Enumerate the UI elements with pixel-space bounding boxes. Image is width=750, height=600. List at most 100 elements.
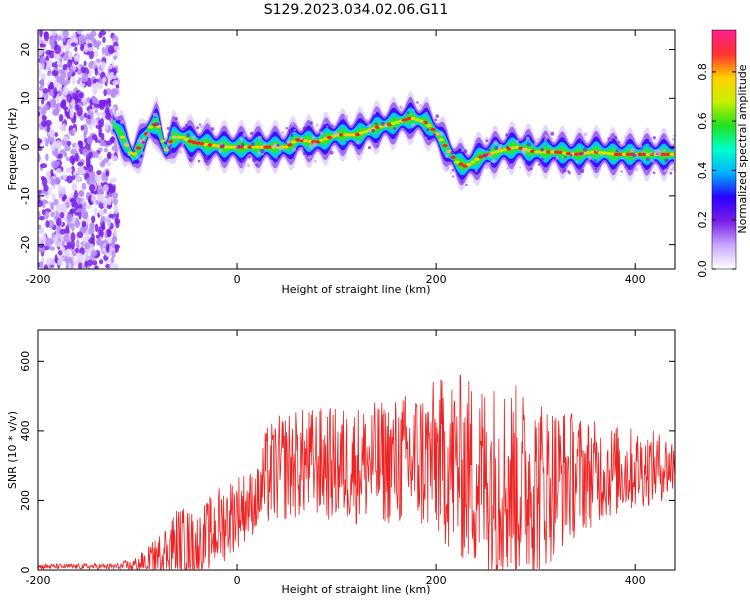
noise-speckle xyxy=(79,44,85,51)
track-speckle xyxy=(302,152,306,155)
noise-speckle xyxy=(49,246,56,251)
noise-speckle xyxy=(95,111,102,117)
noise-speckle xyxy=(50,178,56,186)
noise-speckle xyxy=(69,129,75,136)
noise-speckle xyxy=(38,115,42,124)
track-core-segment xyxy=(593,150,599,154)
colorbar-tick-label: 0.8 xyxy=(696,63,709,81)
noise-speckle xyxy=(70,148,78,155)
noise-speckle xyxy=(94,60,98,65)
noise-speckle xyxy=(38,68,42,77)
track-speckle xyxy=(444,154,449,158)
noise-speckle xyxy=(66,39,74,49)
noise-speckle xyxy=(51,160,59,169)
track-core-segment xyxy=(215,144,221,148)
noise-speckle xyxy=(114,263,119,269)
track-core-segment xyxy=(120,135,126,139)
noise-speckle xyxy=(102,184,109,192)
noise-speckle xyxy=(70,98,76,107)
noise-speckle xyxy=(71,202,77,208)
noise-speckle xyxy=(45,170,51,179)
noise-speckle xyxy=(112,227,117,233)
noise-speckle xyxy=(77,161,84,167)
noise-speckle xyxy=(100,117,104,128)
track-speckle xyxy=(526,142,531,147)
noise-speckle xyxy=(43,31,50,42)
track-core-segment xyxy=(597,150,603,155)
track-speckle xyxy=(622,142,626,146)
track-speckle xyxy=(257,151,261,155)
track-speckle xyxy=(463,149,468,154)
track-core-segment xyxy=(303,139,309,143)
noise-speckle xyxy=(67,71,72,78)
track-speckle xyxy=(135,155,138,159)
track-speckle xyxy=(293,157,296,160)
track-core-segment xyxy=(354,132,361,137)
noise-speckle xyxy=(60,71,67,80)
track-core-segment xyxy=(263,145,269,149)
track-core-segment xyxy=(291,140,297,144)
track-speckle xyxy=(345,140,348,143)
track-speckle xyxy=(196,126,200,130)
track-speckle xyxy=(475,169,478,173)
track-speckle xyxy=(553,156,557,160)
noise-speckle xyxy=(109,118,113,126)
noise-speckle xyxy=(50,39,55,49)
noise-speckle xyxy=(92,150,96,159)
track-speckle xyxy=(293,128,296,132)
track-core-segment xyxy=(490,151,496,155)
spectrogram-y-axis-label: Frequency (Hz) xyxy=(6,108,19,191)
noise-speckle xyxy=(50,142,57,152)
noise-speckle xyxy=(103,89,107,97)
spectrogram-x-tick-label: 0 xyxy=(234,273,241,286)
noise-speckle xyxy=(89,222,95,230)
noise-speckle xyxy=(91,250,98,257)
track-core-segment xyxy=(255,145,261,149)
track-core-segment xyxy=(251,145,257,149)
noise-speckle xyxy=(58,113,64,122)
spectrogram-y-tick-label: -20 xyxy=(19,236,32,254)
track-core-segment xyxy=(641,152,647,156)
noise-speckle xyxy=(99,259,104,265)
track-speckle xyxy=(550,136,554,140)
track-speckle xyxy=(291,122,295,126)
noise-speckle xyxy=(41,115,47,121)
track-speckle xyxy=(220,142,224,145)
noise-speckle xyxy=(76,231,84,239)
track-core-segment xyxy=(267,145,273,149)
noise-speckle xyxy=(88,184,96,192)
track-core-segment xyxy=(474,157,480,162)
track-core-segment xyxy=(338,133,345,137)
track-speckle xyxy=(281,149,284,152)
track-speckle xyxy=(138,157,143,162)
spectrogram-x-tick-label: 200 xyxy=(426,273,447,286)
noise-speckle xyxy=(87,47,94,52)
track-core-segment xyxy=(247,145,253,149)
track-speckle xyxy=(634,167,639,172)
colorbar-label: Normalized spectral amplitude xyxy=(736,64,749,233)
track-speckle xyxy=(242,132,247,138)
noise-speckle xyxy=(47,219,55,229)
track-speckle xyxy=(533,142,538,147)
track-core-segment xyxy=(207,143,213,147)
track-speckle xyxy=(632,153,637,158)
track-speckle xyxy=(562,168,567,173)
track-outer xyxy=(112,96,675,186)
noise-speckle xyxy=(83,60,87,67)
track-core-segment xyxy=(211,143,217,148)
noise-speckle xyxy=(53,198,59,206)
noise-speckle xyxy=(91,215,96,224)
track-core-segment xyxy=(394,120,400,124)
track-speckle xyxy=(178,150,183,154)
noise-speckle xyxy=(110,71,114,78)
track-speckle xyxy=(309,144,314,149)
track-speckle xyxy=(669,171,673,175)
noise-speckle xyxy=(86,77,92,88)
noise-speckle xyxy=(96,42,100,50)
colorbar-tick-label: 0.2 xyxy=(696,211,709,229)
track-speckle xyxy=(302,126,307,131)
noise-speckle xyxy=(72,36,78,43)
track-speckle xyxy=(188,157,193,162)
noise-speckle xyxy=(95,238,102,246)
